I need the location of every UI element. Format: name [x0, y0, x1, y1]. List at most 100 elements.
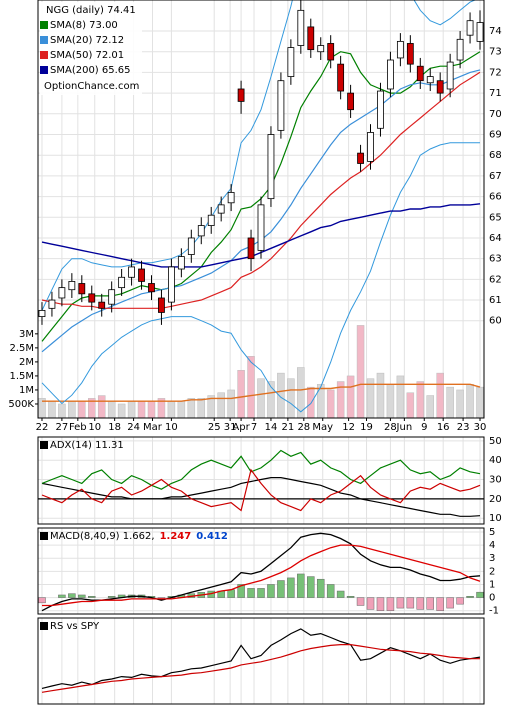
volume-bar	[147, 400, 156, 418]
candle-body	[128, 266, 135, 278]
volume-bar	[316, 384, 325, 418]
watermark: OptionChance.com	[44, 81, 139, 92]
x-tick-label: 27	[56, 422, 69, 433]
volume-bar	[356, 325, 365, 418]
histogram-bar	[316, 578, 325, 598]
legend-swatch	[40, 36, 48, 44]
y-tick-label: 0	[489, 593, 495, 604]
histogram-bar	[297, 573, 305, 598]
y-tick-label: 67	[489, 171, 502, 182]
volume-bar	[157, 398, 166, 418]
histogram-bar	[476, 591, 484, 598]
y-tick-label: 71	[489, 88, 502, 99]
candle-body	[197, 225, 205, 237]
y-tick-label: 70	[489, 109, 502, 120]
x-tick-label: 9	[421, 422, 427, 433]
line-series	[41, 532, 481, 612]
candle-body	[307, 26, 315, 51]
volume-bar	[456, 389, 464, 418]
histogram-bar	[456, 597, 464, 605]
volume-bar	[386, 384, 395, 418]
histogram-bar	[366, 597, 375, 610]
candle-body	[138, 268, 145, 282]
volume-bar	[267, 381, 275, 418]
candle-body	[227, 192, 235, 204]
legend-background	[40, 2, 142, 95]
candle-body	[58, 287, 66, 299]
x-tick-label: 19	[360, 422, 373, 433]
volume-bar	[466, 384, 474, 418]
legend-swatch	[40, 21, 48, 29]
candle-body	[247, 237, 255, 260]
volume-bar	[97, 395, 106, 418]
histogram-bar	[58, 594, 66, 598]
candle-body	[317, 45, 325, 53]
candle-body	[118, 276, 126, 289]
volume-bar	[187, 398, 196, 418]
line-series	[41, 449, 481, 490]
candle-body	[476, 22, 484, 42]
volume-bar	[287, 378, 295, 418]
legend-label: SMA(8) 73.00	[50, 20, 118, 31]
x-tick-label: Jun	[396, 422, 413, 433]
x-tick-label: Apr	[232, 422, 250, 433]
candle-body	[277, 80, 285, 131]
volume-bar	[446, 386, 454, 418]
panel-labels: 60 61 62 63 64 65 66 67 68 69 70 71 72 73 74 3M 2.5M 2M 1.…	[8, 2, 502, 433]
histogram-bar	[277, 580, 285, 598]
candle-body	[436, 80, 444, 94]
legend-swatch	[40, 622, 48, 630]
histogram-bar	[237, 584, 245, 598]
y-tick-label: 40	[489, 455, 502, 466]
candle-body	[98, 301, 106, 309]
candle-body	[237, 88, 245, 102]
histogram-bar	[336, 590, 345, 598]
histogram-bar	[416, 597, 425, 610]
candle-body	[357, 152, 364, 164]
volume-bar	[237, 370, 245, 418]
y-tick-label: 4	[489, 540, 495, 551]
legend-label: ADX(14) 11.31	[50, 440, 124, 451]
candle-body	[287, 47, 295, 77]
histogram-bar	[38, 597, 46, 604]
candle-body	[148, 283, 155, 293]
x-tick-label: 24	[127, 422, 140, 433]
y-tick-label: -1	[489, 606, 499, 617]
line-series	[41, 468, 481, 512]
line-series	[41, 71, 481, 309]
histogram-bar	[78, 594, 86, 598]
legend-swatch	[40, 441, 48, 449]
x-tick-label: 31	[224, 422, 237, 433]
candle-body	[207, 214, 215, 226]
y-tick-label: 5	[489, 527, 495, 538]
panel-frame	[38, 437, 484, 524]
legend-swatch	[40, 532, 48, 540]
line-series	[41, 644, 480, 693]
volume-tick-label: 500K	[8, 399, 34, 410]
volume-bar	[336, 381, 345, 418]
volume-bar	[476, 386, 484, 418]
histogram-bar	[307, 576, 315, 598]
legend-label: SMA(20) 72.12	[50, 35, 124, 46]
histogram-bar	[396, 597, 405, 609]
candle-body	[217, 204, 225, 214]
candle-body	[267, 134, 275, 200]
volume-bar	[58, 403, 66, 418]
x-tick-label: 22	[36, 422, 49, 433]
candle-body	[446, 61, 454, 90]
panel	[38, 0, 484, 418]
volume-bar	[48, 400, 56, 418]
candle-body	[177, 256, 185, 270]
y-tick-label: 64	[489, 233, 502, 244]
candle-body	[387, 59, 394, 90]
panel-labels: 5 4 3 2 1 0 -1	[489, 527, 499, 617]
x-tick-label: 18	[108, 422, 121, 433]
legend-label: MACD(8,40,9) 1.662,	[50, 531, 155, 542]
panel	[38, 437, 484, 524]
line-series	[41, 477, 481, 517]
y-tick-label: 62	[489, 274, 502, 285]
volume-bar	[197, 398, 206, 418]
histogram-bar	[346, 596, 355, 598]
volume-tick-label: 2.5M	[9, 343, 34, 354]
histogram-bar	[287, 577, 295, 598]
